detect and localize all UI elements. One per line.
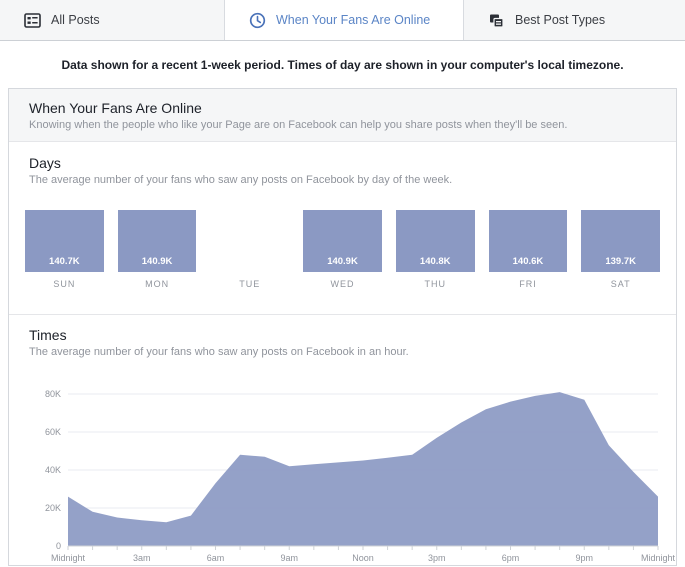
intro-title: When Your Fans Are Online: [29, 100, 202, 116]
posts-list-icon: [24, 12, 41, 29]
x-axis-label: 9am: [280, 553, 298, 563]
x-axis-label: 3pm: [428, 553, 446, 563]
day-label: MON: [145, 279, 170, 289]
hourly-area-chart: 0 20K 40K 60K 80K Midnight 3am 6am 9am Noon 3pm 6pm…: [45, 389, 676, 563]
tab-all-posts[interactable]: All Posts: [0, 0, 225, 40]
day-column: 140.7K SUN: [25, 210, 104, 289]
tab-label: When Your Fans Are Online: [276, 13, 431, 27]
times-chart: 0 20K 40K 60K 80K Midnight 3am 6am 9am Noon 3pm 6pm…: [9, 366, 676, 565]
day-bar: 140.6K: [488, 210, 568, 272]
y-axis-label: 60K: [45, 427, 61, 437]
times-title: Times: [29, 327, 67, 343]
post-types-icon: [488, 12, 505, 29]
day-label: SAT: [610, 279, 631, 289]
x-axis-label: Midnight: [641, 553, 676, 563]
y-axis-label: 20K: [45, 503, 61, 513]
fans-online-card: When Your Fans Are Online Knowing when t…: [8, 88, 677, 566]
hourly-area-series: [68, 392, 658, 546]
day-value: 140.6K: [512, 256, 544, 267]
insights-tab-bar: All Posts When Your Fans Are Online Best…: [0, 0, 685, 41]
day-bar: 139.7K: [581, 210, 661, 272]
x-axis-label: Noon: [352, 553, 374, 563]
tab-label: Best Post Types: [515, 13, 606, 27]
day-label: WED: [330, 279, 355, 289]
x-axis-label: 9pm: [575, 553, 593, 563]
days-section: Days The average number of your fans who…: [9, 142, 676, 314]
x-axis-label: 6pm: [502, 553, 520, 563]
day-value: 140.7K: [49, 256, 80, 267]
day-value: 139.7K: [605, 256, 636, 267]
x-axis-label: Midnight: [51, 553, 86, 563]
day-column: 140.9K MON: [117, 210, 197, 289]
day-bar: 140.7K: [25, 210, 104, 272]
day-bar-empty: [210, 210, 289, 272]
day-column: 140.6K FRI: [488, 210, 568, 289]
y-axis-label: 80K: [45, 389, 61, 399]
day-value: 140.9K: [141, 256, 173, 267]
days-title: Days: [29, 155, 61, 171]
tab-label: All Posts: [51, 13, 100, 27]
day-column: 140.9K WED: [303, 210, 382, 289]
times-section: Times The average number of your fans wh…: [9, 314, 676, 565]
days-row: 140.7K SUN 140.9K MON TUE 140.9K WED 140.8K THU 1…: [9, 210, 676, 289]
day-label: SUN: [53, 279, 76, 289]
day-label: FRI: [519, 279, 537, 289]
x-axis-label: 6am: [207, 553, 225, 563]
tab-when-your-fans-are-online[interactable]: When Your Fans Are Online: [225, 0, 464, 40]
intro-section: When Your Fans Are Online Knowing when t…: [9, 89, 676, 142]
tab-best-post-types[interactable]: Best Post Types: [464, 0, 685, 40]
intro-subtitle: Knowing when the people who like your Pa…: [29, 119, 568, 131]
timezone-notice: Data shown for a recent 1-week period. T…: [0, 41, 685, 88]
y-axis-label: 0: [56, 541, 61, 551]
day-bar: 140.9K: [303, 210, 382, 272]
day-label: TUE: [239, 279, 261, 289]
day-value: 140.9K: [327, 256, 358, 267]
day-value: 140.8K: [419, 256, 451, 267]
day-column: 140.8K THU: [395, 210, 475, 289]
day-column: 139.7K SAT: [581, 210, 661, 289]
clock-icon: [249, 12, 266, 29]
x-axis-label: 3am: [133, 553, 151, 563]
day-bar: 140.8K: [395, 210, 475, 272]
day-label: THU: [424, 279, 446, 289]
day-column: TUE: [210, 210, 289, 289]
y-axis-label: 40K: [45, 465, 61, 475]
times-subtitle: The average number of your fans who saw …: [29, 346, 409, 358]
day-bar: 140.9K: [117, 210, 197, 272]
days-subtitle: The average number of your fans who saw …: [29, 174, 453, 186]
